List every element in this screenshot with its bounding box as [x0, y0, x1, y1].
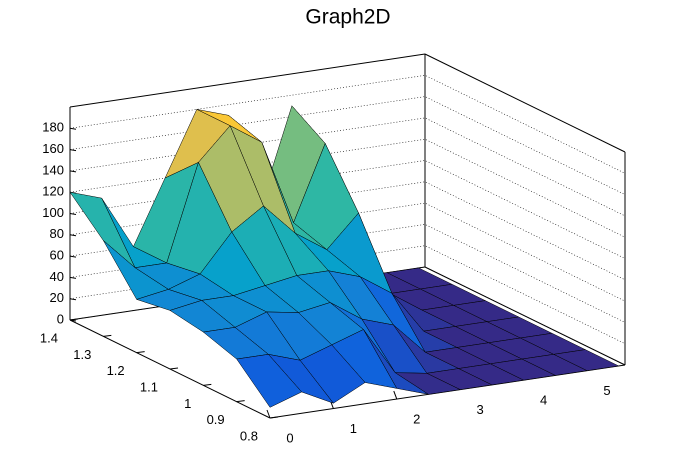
- z-tick: [69, 127, 77, 130]
- y-tick: [236, 400, 245, 403]
- chart-title: Graph2D: [305, 6, 390, 29]
- x-tick-label: 1: [350, 421, 357, 436]
- grid-line: [69, 117, 626, 217]
- grid-line: [69, 202, 626, 302]
- z-tick-label: 120: [42, 184, 64, 199]
- box-edge: [424, 53, 626, 153]
- y-tick: [169, 367, 179, 370]
- x-tick-label: 5: [603, 383, 610, 398]
- x-tick: [266, 409, 271, 419]
- grid-line: [69, 96, 626, 195]
- z-tick: [69, 298, 77, 301]
- grid-line: [69, 160, 626, 259]
- y-tick: [203, 383, 212, 386]
- x-tick-label: 0: [286, 430, 293, 445]
- z-tick-label: 80: [50, 226, 64, 241]
- grid-line: [69, 181, 626, 281]
- z-tick: [69, 170, 77, 173]
- z-tick-label: 0: [57, 311, 64, 326]
- z-tick-label: 40: [50, 269, 64, 284]
- y-tick-label: 1.1: [140, 379, 158, 394]
- z-tick: [69, 276, 77, 279]
- grid-line: [69, 74, 626, 174]
- y-tick-label: 0.8: [240, 428, 258, 443]
- y-tick-label: 1.2: [107, 363, 125, 378]
- z-tick: [69, 213, 77, 215]
- z-tick: [69, 234, 77, 237]
- surface-cell: [236, 354, 303, 408]
- z-tick: [69, 255, 77, 258]
- grid-line: [69, 138, 626, 238]
- z-tick-label: 140: [42, 162, 64, 177]
- y-tick-label: 1: [184, 396, 191, 411]
- x-tick-label: 2: [413, 412, 420, 427]
- z-tick-label: 160: [42, 141, 64, 156]
- y-tick-label: 0.9: [207, 412, 225, 427]
- z-tick-label: 20: [50, 290, 64, 305]
- z-tick-label: 60: [50, 248, 64, 263]
- grid-line: [69, 224, 626, 323]
- y-tick: [69, 318, 79, 321]
- grid-line: [69, 245, 626, 344]
- y-tick: [103, 334, 112, 337]
- y-tick-label: 1.3: [73, 347, 91, 362]
- y-tick: [136, 351, 145, 354]
- box-edge: [69, 53, 426, 108]
- x-tick-label: 3: [477, 402, 484, 417]
- x-tick: [393, 390, 398, 400]
- y-tick-label: 1.4: [40, 330, 58, 345]
- z-tick-label: 180: [42, 120, 64, 135]
- grid-line: [69, 266, 626, 366]
- x-tick-label: 4: [540, 393, 547, 408]
- z-tick-label: 100: [42, 205, 64, 220]
- z-tick: [69, 149, 77, 152]
- y-tick: [269, 416, 279, 419]
